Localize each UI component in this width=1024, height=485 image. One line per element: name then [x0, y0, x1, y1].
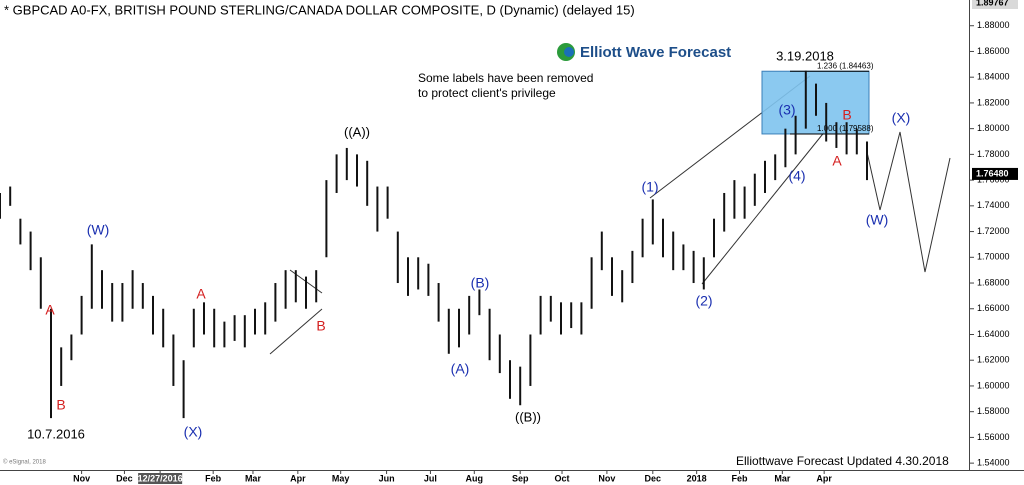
fib-label: 1.236 (1.84463) [817, 61, 874, 70]
x-tick-highlight [138, 473, 183, 484]
wave-label: A [45, 302, 55, 318]
footer: Elliottwave Forecast Updated 4.30.2018 [736, 454, 949, 468]
x-tick-label: Dec [116, 473, 133, 483]
x-tick-label: Nov [73, 473, 90, 483]
logo-icon-inner [564, 47, 574, 57]
x-tick-label: Apr [290, 473, 306, 483]
x-tick-label: Mar [245, 473, 262, 483]
x-tick-label: Feb [205, 473, 222, 483]
x-tick-label: Oct [555, 473, 570, 483]
y-tick-label: 1.80000 [977, 123, 1010, 133]
wave-label: A [196, 286, 206, 302]
wave-label: B [316, 318, 325, 334]
wave-label: 3.19.2018 [776, 48, 834, 63]
y-tick-label: 1.72000 [977, 226, 1010, 236]
y-tick-label: 1.78000 [977, 149, 1010, 159]
wave-label: (1) [641, 179, 658, 195]
y-tick-label: 1.88000 [977, 20, 1010, 30]
y-tick-label: 1.68000 [977, 277, 1010, 287]
x-tick-label: Feb [731, 473, 748, 483]
x-tick-label: May [332, 473, 350, 483]
triangle-line [269, 308, 323, 355]
wave-label: 10.7.2016 [27, 426, 85, 441]
y-tick-label: 1.66000 [977, 303, 1010, 313]
wave-label: (X) [184, 424, 203, 440]
wave-label: A [832, 153, 842, 169]
x-tick-label: Aug [466, 473, 484, 483]
x-tick-label: Nov [598, 473, 615, 483]
x-tick-label: Dec [645, 473, 662, 483]
y-tick-label: 1.84000 [977, 72, 1010, 82]
x-tick-label: Sep [512, 473, 529, 483]
y-tick-label: 1.62000 [977, 355, 1010, 365]
logo-text: Elliott Wave Forecast [580, 44, 731, 61]
chart-title: * GBPCAD A0-FX, BRITISH POUND STERLING/C… [4, 2, 635, 17]
price-label: 1.89767 [976, 0, 1009, 7]
wave-label: B [56, 397, 65, 413]
x-tick-label: 12/27/2016 [138, 473, 183, 483]
y-tick-label: 1.60000 [977, 380, 1010, 390]
note-line: Some labels have been removed [418, 71, 593, 85]
y-tick-label: 1.82000 [977, 97, 1010, 107]
price-label: 1.76480 [976, 168, 1009, 178]
y-tick-label: 1.70000 [977, 252, 1010, 262]
wave-label: (X) [892, 110, 911, 126]
wave-label: (W) [87, 222, 110, 238]
wave-label: B [842, 107, 851, 123]
x-tick-label: Jul [424, 473, 437, 483]
wave-label: ((B)) [515, 409, 541, 424]
note-line: to protect client's privilege [418, 86, 556, 100]
y-tick-label: 1.74000 [977, 200, 1010, 210]
copyright: © eSignal, 2018 [3, 459, 46, 466]
x-tick-label: Mar [774, 473, 791, 483]
y-tick-label: 1.54000 [977, 458, 1010, 468]
wave-label: (W) [866, 212, 889, 228]
y-tick-label: 1.86000 [977, 46, 1010, 56]
channel-line [701, 129, 827, 285]
projection-path [866, 131, 951, 273]
price-label-box [972, 167, 1018, 180]
fib-label: 1.000 (1.79588) [817, 124, 874, 133]
x-tick-label: Jun [379, 473, 395, 483]
x-tick-label: Apr [816, 473, 832, 483]
price-label-box [972, 0, 1018, 9]
wave-label: (B) [471, 275, 490, 291]
wave-label: ((A)) [344, 124, 370, 139]
wave-label: (4) [788, 168, 805, 184]
y-tick-label: 1.56000 [977, 432, 1010, 442]
y-tick-label: 1.64000 [977, 329, 1010, 339]
wave-label: (3) [778, 102, 795, 118]
wave-label: (A) [451, 361, 470, 377]
x-tick-label: 2018 [687, 473, 707, 483]
y-tick-label: 1.58000 [977, 406, 1010, 416]
wave-label: (2) [695, 293, 712, 309]
